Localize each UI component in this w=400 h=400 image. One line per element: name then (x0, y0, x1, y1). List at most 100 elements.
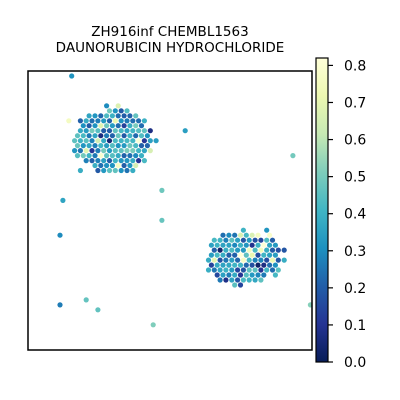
data-point (92, 143, 98, 149)
data-point (249, 272, 255, 278)
data-point (74, 143, 81, 149)
data-point (92, 123, 98, 129)
data-point (83, 118, 89, 124)
data-point (118, 167, 124, 174)
data-point (246, 237, 252, 243)
data-point (130, 148, 136, 154)
data-point (83, 138, 89, 144)
data-point (252, 277, 258, 283)
data-point (106, 108, 113, 114)
data-point (98, 123, 104, 129)
data-point (272, 252, 278, 258)
data-point (147, 148, 153, 154)
data-point (249, 252, 255, 258)
data-point (112, 118, 118, 124)
data-point (130, 167, 136, 174)
data-point (112, 158, 118, 164)
data-point (118, 108, 124, 114)
data-point (95, 118, 101, 124)
data-point (92, 133, 98, 139)
data-point (89, 148, 95, 154)
data-point (89, 138, 95, 144)
data-point (246, 267, 252, 273)
data-point (264, 267, 270, 273)
data-point (235, 247, 241, 253)
data-point (255, 242, 261, 248)
data-point (133, 143, 139, 149)
data-point (115, 123, 121, 129)
data-point (86, 113, 92, 119)
data-point (258, 277, 264, 283)
data-point (118, 158, 124, 164)
data-point (246, 247, 252, 253)
data-point (138, 143, 145, 149)
data-point (208, 252, 214, 258)
data-point (83, 297, 89, 303)
data-point (115, 162, 121, 169)
data-point (261, 252, 267, 258)
data-point (205, 267, 212, 273)
data-point (269, 267, 276, 273)
data-point (255, 232, 261, 238)
data-point (77, 128, 83, 134)
data-point (136, 118, 142, 124)
data-point (229, 277, 235, 283)
data-point (130, 158, 136, 164)
data-point (133, 123, 139, 129)
data-point (77, 167, 83, 174)
data-point (214, 242, 220, 248)
data-point (217, 277, 223, 283)
data-point (136, 158, 142, 164)
colorbar-tick-label: 0.0 (344, 355, 366, 371)
colorbar (315, 57, 329, 363)
data-point (80, 123, 86, 129)
data-point (232, 262, 238, 268)
data-point (101, 158, 107, 164)
data-point (130, 138, 136, 144)
data-point (261, 242, 267, 248)
data-point (121, 123, 127, 129)
data-point (232, 282, 238, 288)
data-point (109, 113, 115, 119)
data-point (281, 247, 287, 253)
data-point (118, 128, 124, 134)
data-point (104, 123, 110, 129)
data-point (147, 128, 153, 134)
data-point (124, 148, 130, 154)
data-point (98, 153, 104, 159)
data-point (115, 103, 121, 109)
data-point (95, 158, 101, 164)
data-point (226, 252, 232, 258)
data-point (211, 267, 217, 273)
data-point (243, 252, 249, 258)
data-point (104, 143, 110, 149)
data-point (83, 128, 89, 134)
data-point (136, 138, 142, 144)
data-point (109, 133, 115, 139)
data-point (57, 232, 63, 238)
data-point (235, 257, 241, 263)
data-point (101, 128, 107, 134)
data-point (136, 148, 142, 154)
data-point (182, 128, 188, 134)
data-point (232, 232, 238, 238)
data-point (92, 113, 98, 119)
colorbar-tick-label: 0.5 (344, 170, 366, 186)
data-point (144, 143, 150, 149)
data-point (112, 138, 118, 144)
data-point (220, 262, 226, 268)
data-point (214, 262, 220, 268)
data-point (223, 267, 229, 273)
colorbar-tick-label: 0.2 (344, 281, 366, 297)
data-point (127, 123, 133, 129)
data-point (252, 267, 258, 273)
chart-title-line2: DAUNORUBICIN HYDROCHLORIDE (55, 40, 285, 56)
data-point (86, 133, 92, 139)
data-point (77, 118, 83, 124)
colorbar-tick-label: 0.1 (344, 318, 366, 334)
data-point (258, 267, 264, 273)
data-point (138, 153, 145, 159)
data-point (72, 148, 78, 154)
data-point (101, 138, 107, 144)
data-point (246, 257, 252, 263)
